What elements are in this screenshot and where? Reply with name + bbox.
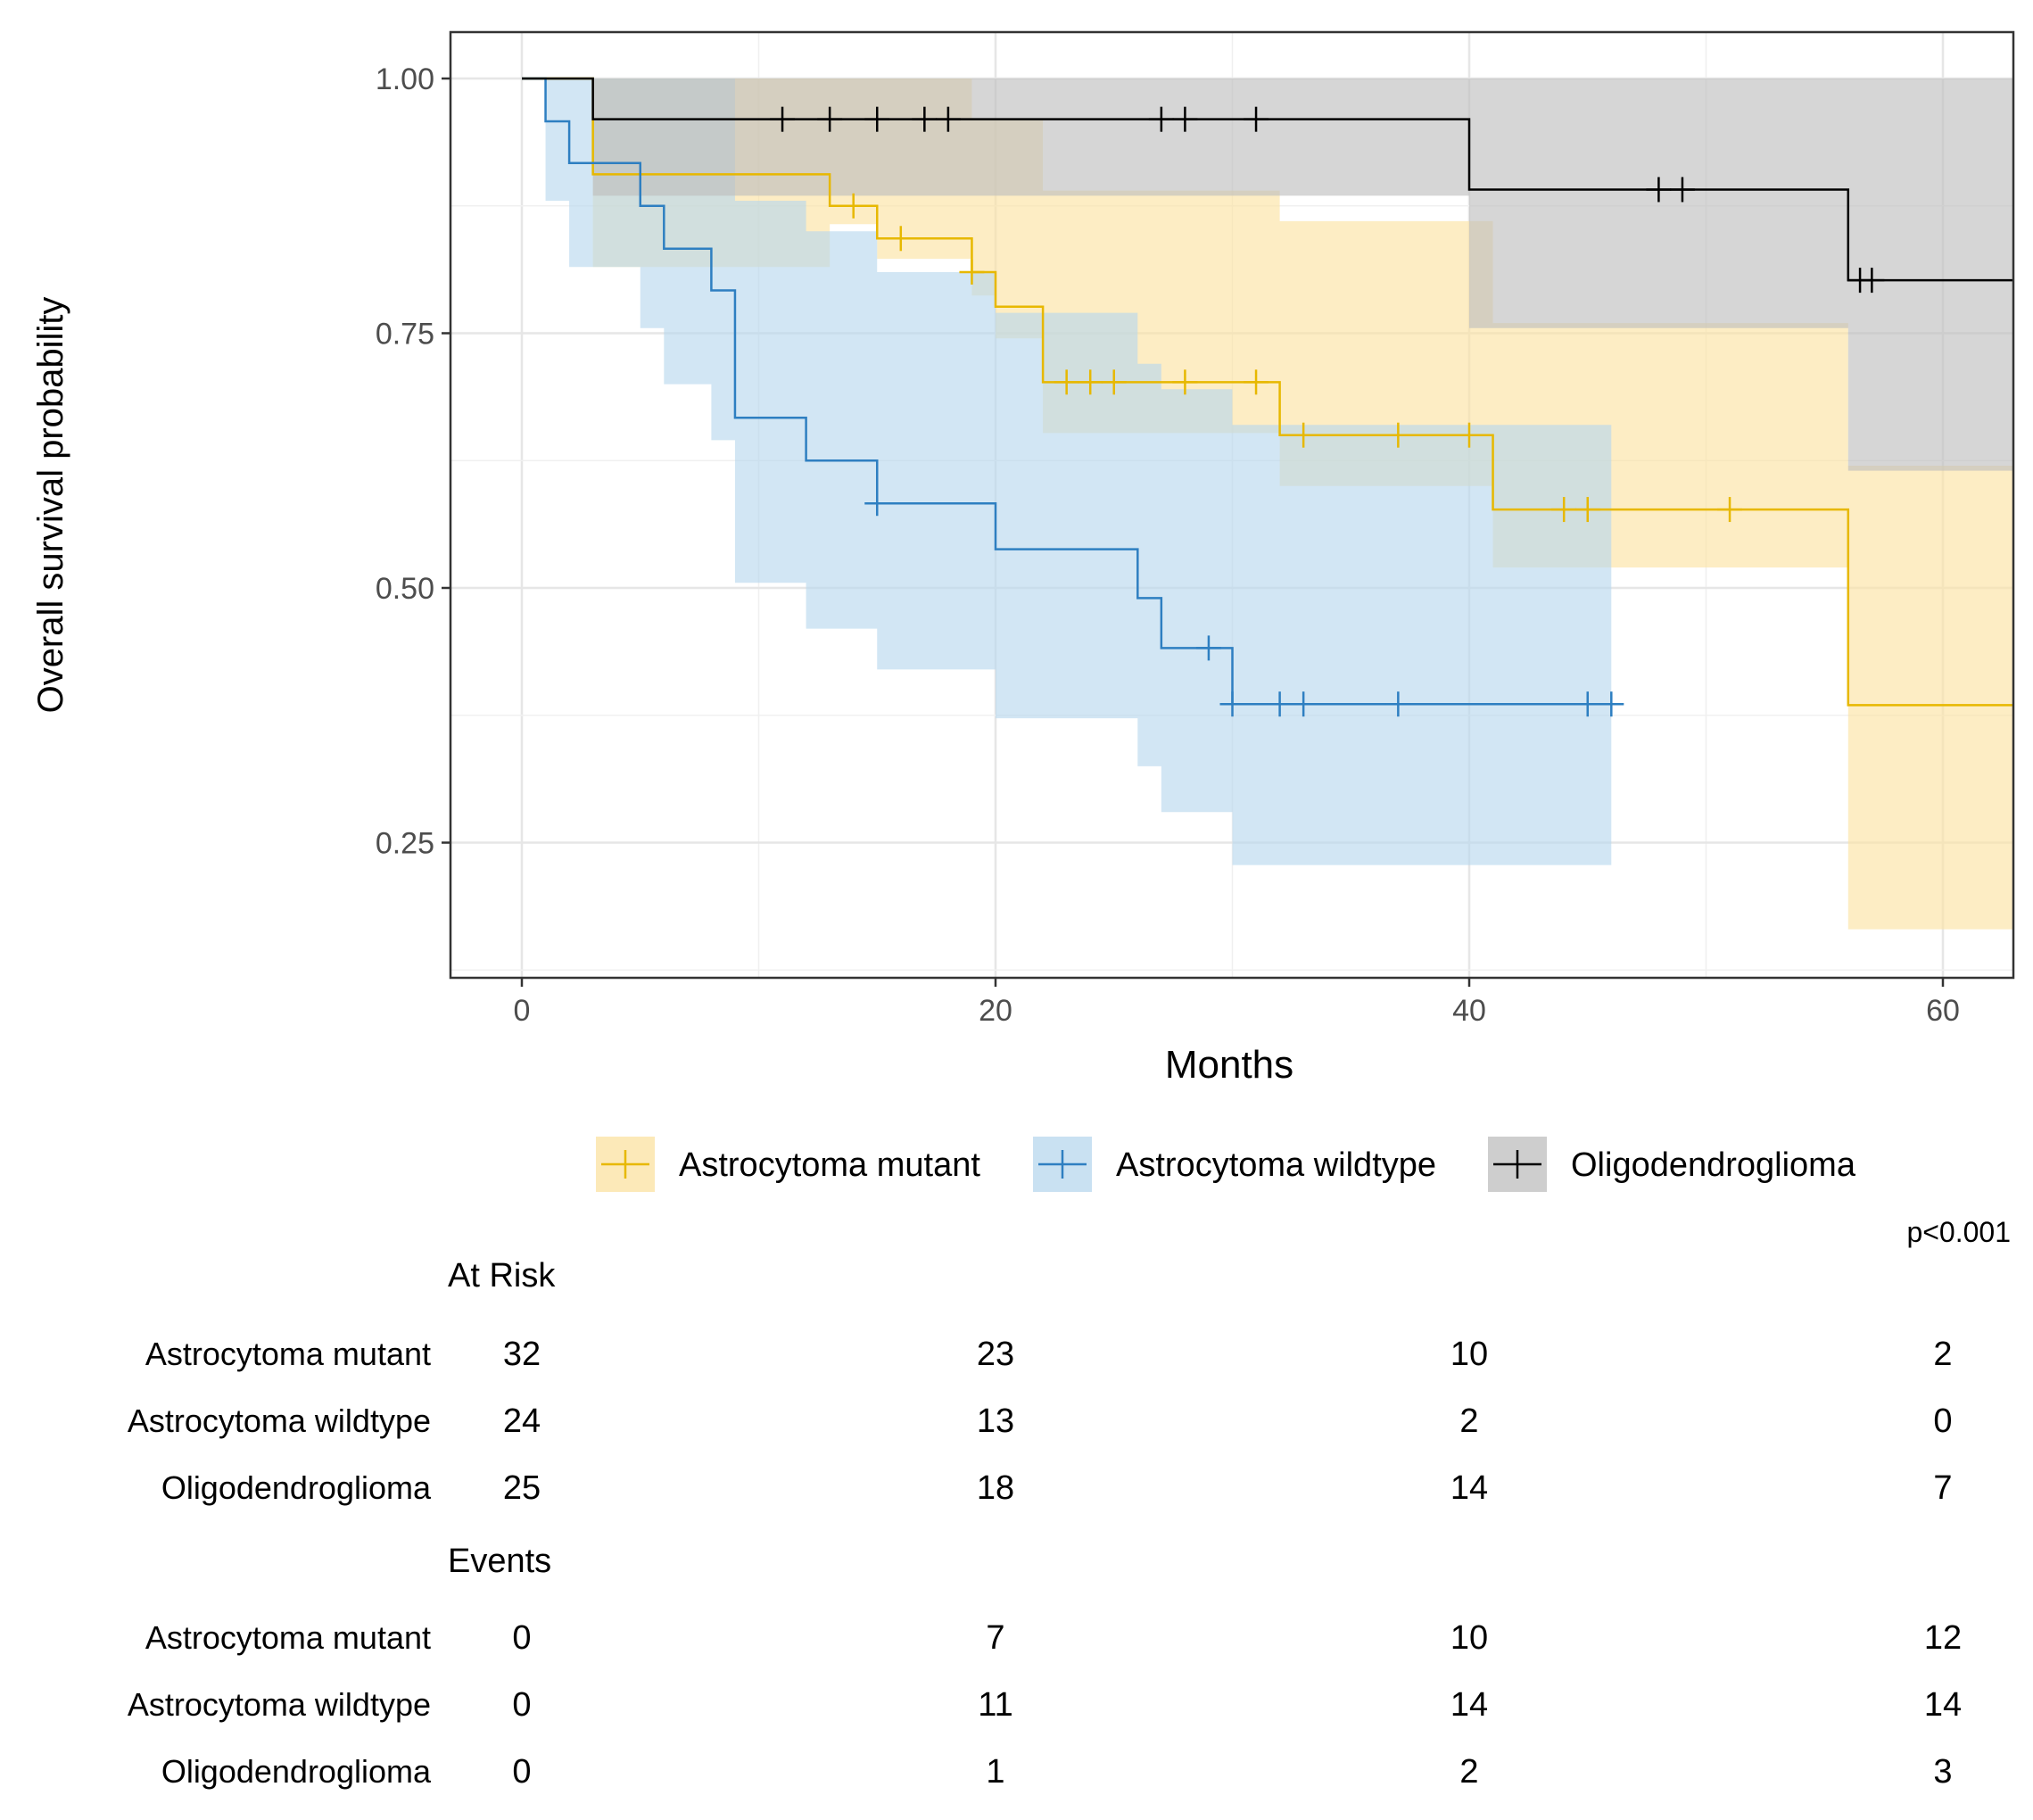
events-cell: 0 [512,1686,531,1724]
events-cell: 7 [986,1619,1004,1657]
at-risk-cell: 23 [977,1336,1014,1373]
censor-mark [1574,497,1600,523]
censor-mark [1172,369,1198,395]
censor-mark [1717,497,1743,523]
at-risk-cell: 32 [503,1336,541,1373]
censor-mark [1148,106,1174,132]
at-risk-cell: 0 [1933,1402,1952,1440]
censor-mark [1244,106,1269,132]
censor-mark [1457,422,1482,448]
at-risk-row-label: Astrocytoma wildtype [128,1402,431,1439]
censor-mark [1385,422,1411,448]
events-cell: 0 [512,1619,531,1657]
survival-curve-astrocytoma-mutant [522,77,2013,707]
legend-label: Oligodendroglioma [1571,1146,1856,1184]
x-axis-label: Months [1165,1043,1293,1087]
events-cell: 14 [1924,1686,1962,1724]
at-risk-cell: 13 [977,1402,1014,1440]
at-risk-cell: 25 [503,1469,541,1507]
y-tick-label: 0.75 [376,318,434,352]
censor-mark [1385,691,1411,717]
censor-mark [1172,106,1198,132]
at-risk-cell: 24 [503,1402,541,1440]
survival-curve-astrocytoma-wildtype [522,77,1624,706]
at-risk-title: At Risk [448,1257,556,1295]
censor-mark [1859,268,1885,294]
y-axis-label: Overall survival probability [31,297,70,714]
censor-mark [770,106,796,132]
censor-mark [1574,691,1600,717]
censor-mark [1599,691,1624,717]
censor-mark [1291,422,1317,448]
x-tick-label: 60 [1926,994,1960,1028]
censor-mark [1551,497,1577,523]
censor-mark [1267,691,1293,717]
censor-mark [1219,691,1245,717]
events-cell: 12 [1924,1619,1962,1657]
censor-mark [1101,369,1127,395]
legend-item-astrocytoma-wildtype: Astrocytoma wildtype [1033,1137,1436,1192]
events-cell: 1 [986,1753,1004,1791]
events-cell: 10 [1450,1619,1488,1657]
ci-band-oligodendroglioma [522,79,2014,471]
at-risk-row-label: Oligodendroglioma [161,1469,432,1506]
confidence-bands [522,79,2014,930]
at-risk-cell: 2 [1933,1336,1952,1373]
legend-item-oligodendroglioma: Oligodendroglioma [1488,1137,1856,1192]
at-risk-row-label: Astrocytoma mutant [145,1336,431,1372]
at-risk-cell: 7 [1933,1469,1952,1507]
censor-mark [1195,635,1221,661]
legend-item-astrocytoma-mutant: Astrocytoma mutant [596,1137,980,1192]
at-risk-cell: 2 [1459,1402,1478,1440]
events-cell: 0 [512,1753,531,1791]
censor-mark [864,491,890,517]
censor-mark [959,259,985,285]
y-axis-ticks: 0.25 0.50 0.75 1.00 [376,62,450,861]
events-cell: 11 [978,1686,1012,1724]
x-tick-label: 40 [1452,994,1486,1028]
events-title: Events [448,1543,551,1580]
y-tick-label: 0.50 [376,572,434,606]
at-risk-cell: 18 [977,1469,1014,1507]
x-tick-label: 0 [514,994,531,1028]
events-cell: 3 [1933,1753,1952,1791]
p-value: p<0.001 [1906,1216,2011,1248]
events-cell: 14 [1450,1686,1488,1724]
events-cell: 2 [1459,1753,1478,1791]
censor-mark [935,106,961,132]
events-row-label: Astrocytoma mutant [145,1619,431,1656]
legend-label: Astrocytoma mutant [679,1146,980,1184]
censor-mark [912,106,938,132]
censor-mark [888,226,913,252]
survival-curves [522,77,2013,707]
y-tick-label: 1.00 [376,62,434,96]
censor-mark [1054,369,1079,395]
x-axis-ticks: 0 20 40 60 [514,978,1960,1028]
survival-curve-oligodendroglioma [522,77,2013,282]
censor-mark [840,193,866,219]
censor-marks [770,106,1885,717]
ci-band-astrocytoma-wildtype [522,79,1612,865]
at-risk-cell: 10 [1450,1336,1488,1373]
censor-mark [817,106,843,132]
legend: Astrocytoma mutant Astrocytoma wildtype Ol… [596,1137,1856,1192]
censor-mark [1291,691,1317,717]
x-tick-label: 20 [979,994,1012,1028]
events-row-label: Oligodendroglioma [161,1753,432,1790]
at-risk-cell: 14 [1450,1469,1488,1507]
censor-mark [1078,369,1103,395]
censor-mark [1669,177,1695,203]
censor-mark [864,106,890,132]
events-row-label: Astrocytoma wildtype [128,1686,431,1723]
censor-mark [1646,177,1672,203]
y-tick-label: 0.25 [376,827,434,861]
legend-label: Astrocytoma wildtype [1116,1146,1436,1184]
censor-mark [1244,369,1269,395]
plot-panel-border [449,30,2015,980]
